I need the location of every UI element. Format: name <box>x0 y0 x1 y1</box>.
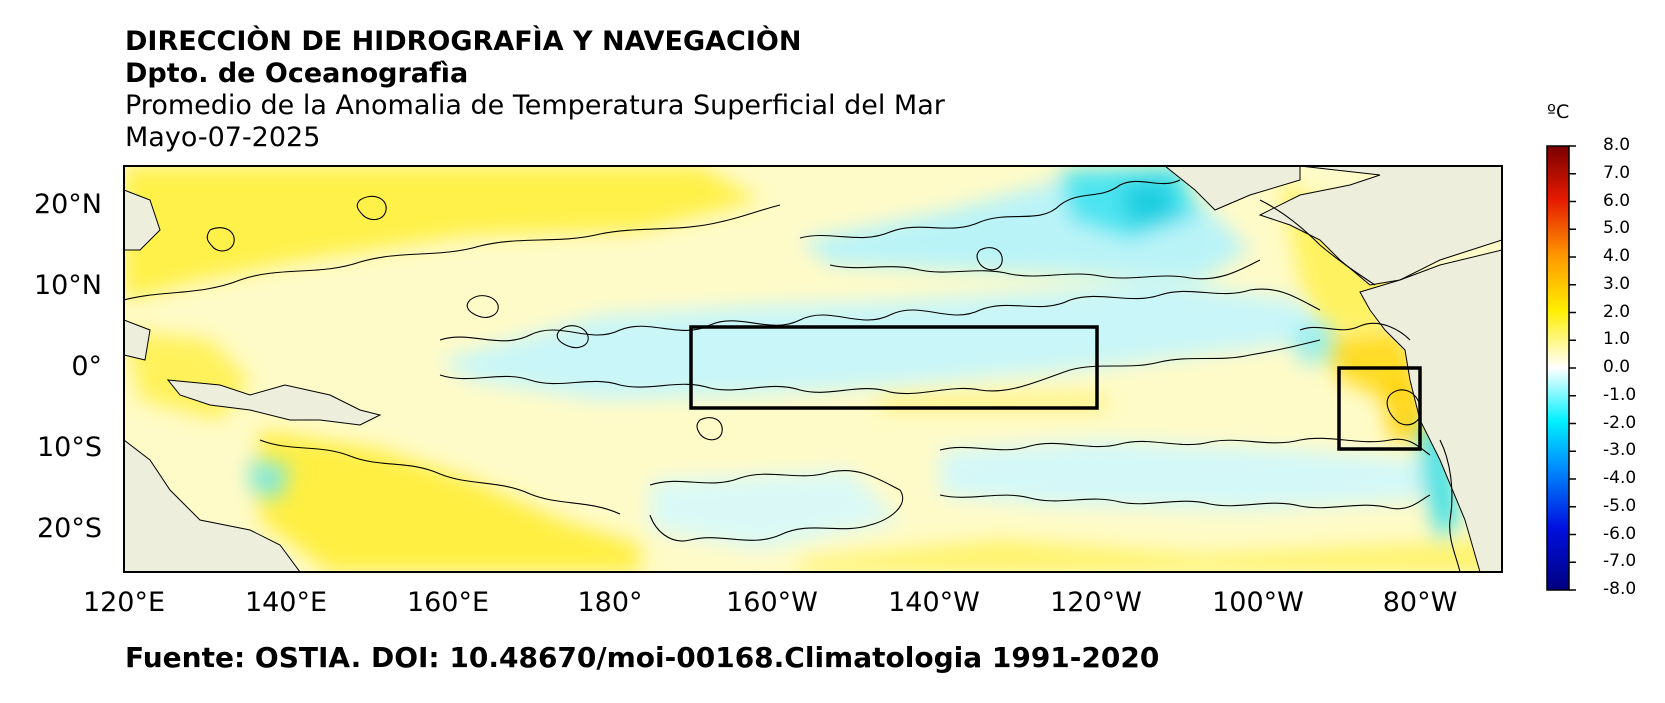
map-date: Mayo-07-2025 <box>125 122 321 153</box>
lon-label-160w: 160°W <box>726 587 818 618</box>
contour-lines <box>124 179 1461 572</box>
lat-label-10n: 10°N <box>33 270 102 301</box>
data-source: Fuente: OSTIA. DOI: 10.48670/moi-00168.C… <box>125 641 1160 674</box>
colorbar-tick-label: 1.0 <box>1603 329 1631 350</box>
lon-label-120w: 120°W <box>1050 587 1142 618</box>
lat-label-0: 0° <box>71 351 102 382</box>
map-frame <box>123 165 1503 573</box>
lon-label-140w: 140°W <box>888 587 980 618</box>
lon-label-100w: 100°W <box>1212 587 1304 618</box>
lat-label-20s: 20°S <box>37 513 102 544</box>
land-masses <box>124 166 1502 572</box>
lon-label-160e: 160°E <box>406 587 490 618</box>
colorbar-tick-label: 2.0 <box>1603 301 1631 322</box>
colorbar-tick-label: 0.0 <box>1603 357 1631 377</box>
lat-label-20n: 20°N <box>33 189 102 220</box>
colorbar-tick-label: -4.0 <box>1603 468 1637 488</box>
agency-title: DIRECCIÒN DE HIDROGRAFÌA Y NAVEGACIÒN <box>125 26 802 57</box>
colorbar-tick-label: 6.0 <box>1603 190 1631 211</box>
colorbar-tick-label: 4.0 <box>1603 246 1631 266</box>
colorbar-tick-label: -6.0 <box>1603 523 1637 544</box>
colorbar-unit: ºC <box>1547 101 1570 123</box>
colorbar-tick-label: -2.0 <box>1603 412 1637 433</box>
nino-1-2-box <box>1337 366 1422 451</box>
title-block: DIRECCIÒN DE HIDROGRAFÌA Y NAVEGACIÒN Dp… <box>125 26 945 154</box>
nino-3-4-box <box>689 325 1099 410</box>
map-field <box>124 166 1502 572</box>
colorbar-tick-label: -3.0 <box>1603 440 1637 461</box>
lat-label-10s: 10°S <box>37 432 102 463</box>
colorbar-tick-label: 3.0 <box>1603 273 1631 294</box>
lon-label-180: 180° <box>577 587 643 618</box>
colorbar-tick-label: 5.0 <box>1603 218 1631 239</box>
colorbar-tick-label: 7.0 <box>1603 162 1631 183</box>
lon-label-140e: 140°E <box>244 587 328 618</box>
cool-anomaly-regions <box>250 166 1460 550</box>
colorbar-tick-label: -7.0 <box>1603 551 1637 572</box>
lon-label-80w: 80°W <box>1382 587 1458 618</box>
colorbar-tick-label: -5.0 <box>1603 495 1637 516</box>
colorbar-tick-label: 8.0 <box>1603 135 1631 155</box>
department-title: Dpto. de Oceanografìa <box>125 58 469 89</box>
colorbar <box>1546 145 1570 591</box>
colorbar-tick-label: -8.0 <box>1603 579 1637 599</box>
colorbar-tick-label: -1.0 <box>1603 384 1637 405</box>
lon-label-120e: 120°E <box>82 587 166 618</box>
map-description: Promedio de la Anomalia de Temperatura S… <box>125 90 945 121</box>
colorbar-tick-marks <box>1569 145 1576 591</box>
